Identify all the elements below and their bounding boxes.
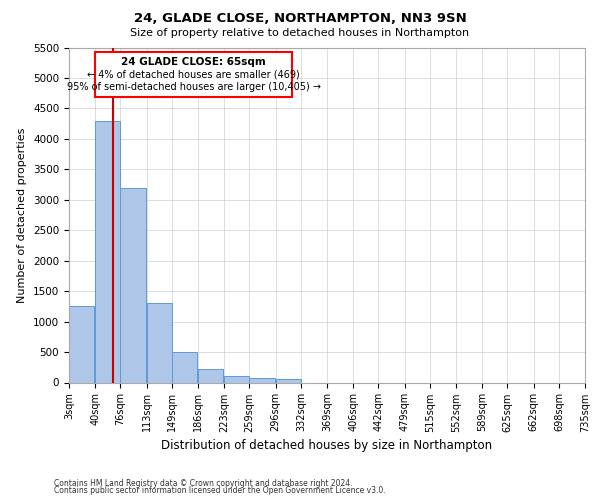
Text: 24 GLADE CLOSE: 65sqm: 24 GLADE CLOSE: 65sqm — [121, 58, 266, 68]
Text: Contains public sector information licensed under the Open Government Licence v3: Contains public sector information licen… — [54, 486, 386, 495]
Bar — [69, 306, 94, 382]
Bar — [172, 352, 197, 382]
X-axis label: Distribution of detached houses by size in Northampton: Distribution of detached houses by size … — [161, 438, 493, 452]
Text: 24, GLADE CLOSE, NORTHAMPTON, NN3 9SN: 24, GLADE CLOSE, NORTHAMPTON, NN3 9SN — [134, 12, 466, 26]
Bar — [95, 120, 121, 382]
Text: Size of property relative to detached houses in Northampton: Size of property relative to detached ho… — [130, 28, 470, 38]
Text: Contains HM Land Registry data © Crown copyright and database right 2024.: Contains HM Land Registry data © Crown c… — [54, 478, 353, 488]
Bar — [198, 369, 223, 382]
Text: ← 4% of detached houses are smaller (469): ← 4% of detached houses are smaller (469… — [88, 70, 300, 80]
Bar — [224, 376, 250, 382]
Y-axis label: Number of detached properties: Number of detached properties — [17, 128, 28, 302]
Bar — [250, 378, 275, 382]
Bar — [275, 379, 301, 382]
Bar — [146, 304, 172, 382]
FancyBboxPatch shape — [95, 52, 292, 98]
Text: 95% of semi-detached houses are larger (10,405) →: 95% of semi-detached houses are larger (… — [67, 82, 321, 92]
Bar — [121, 188, 146, 382]
